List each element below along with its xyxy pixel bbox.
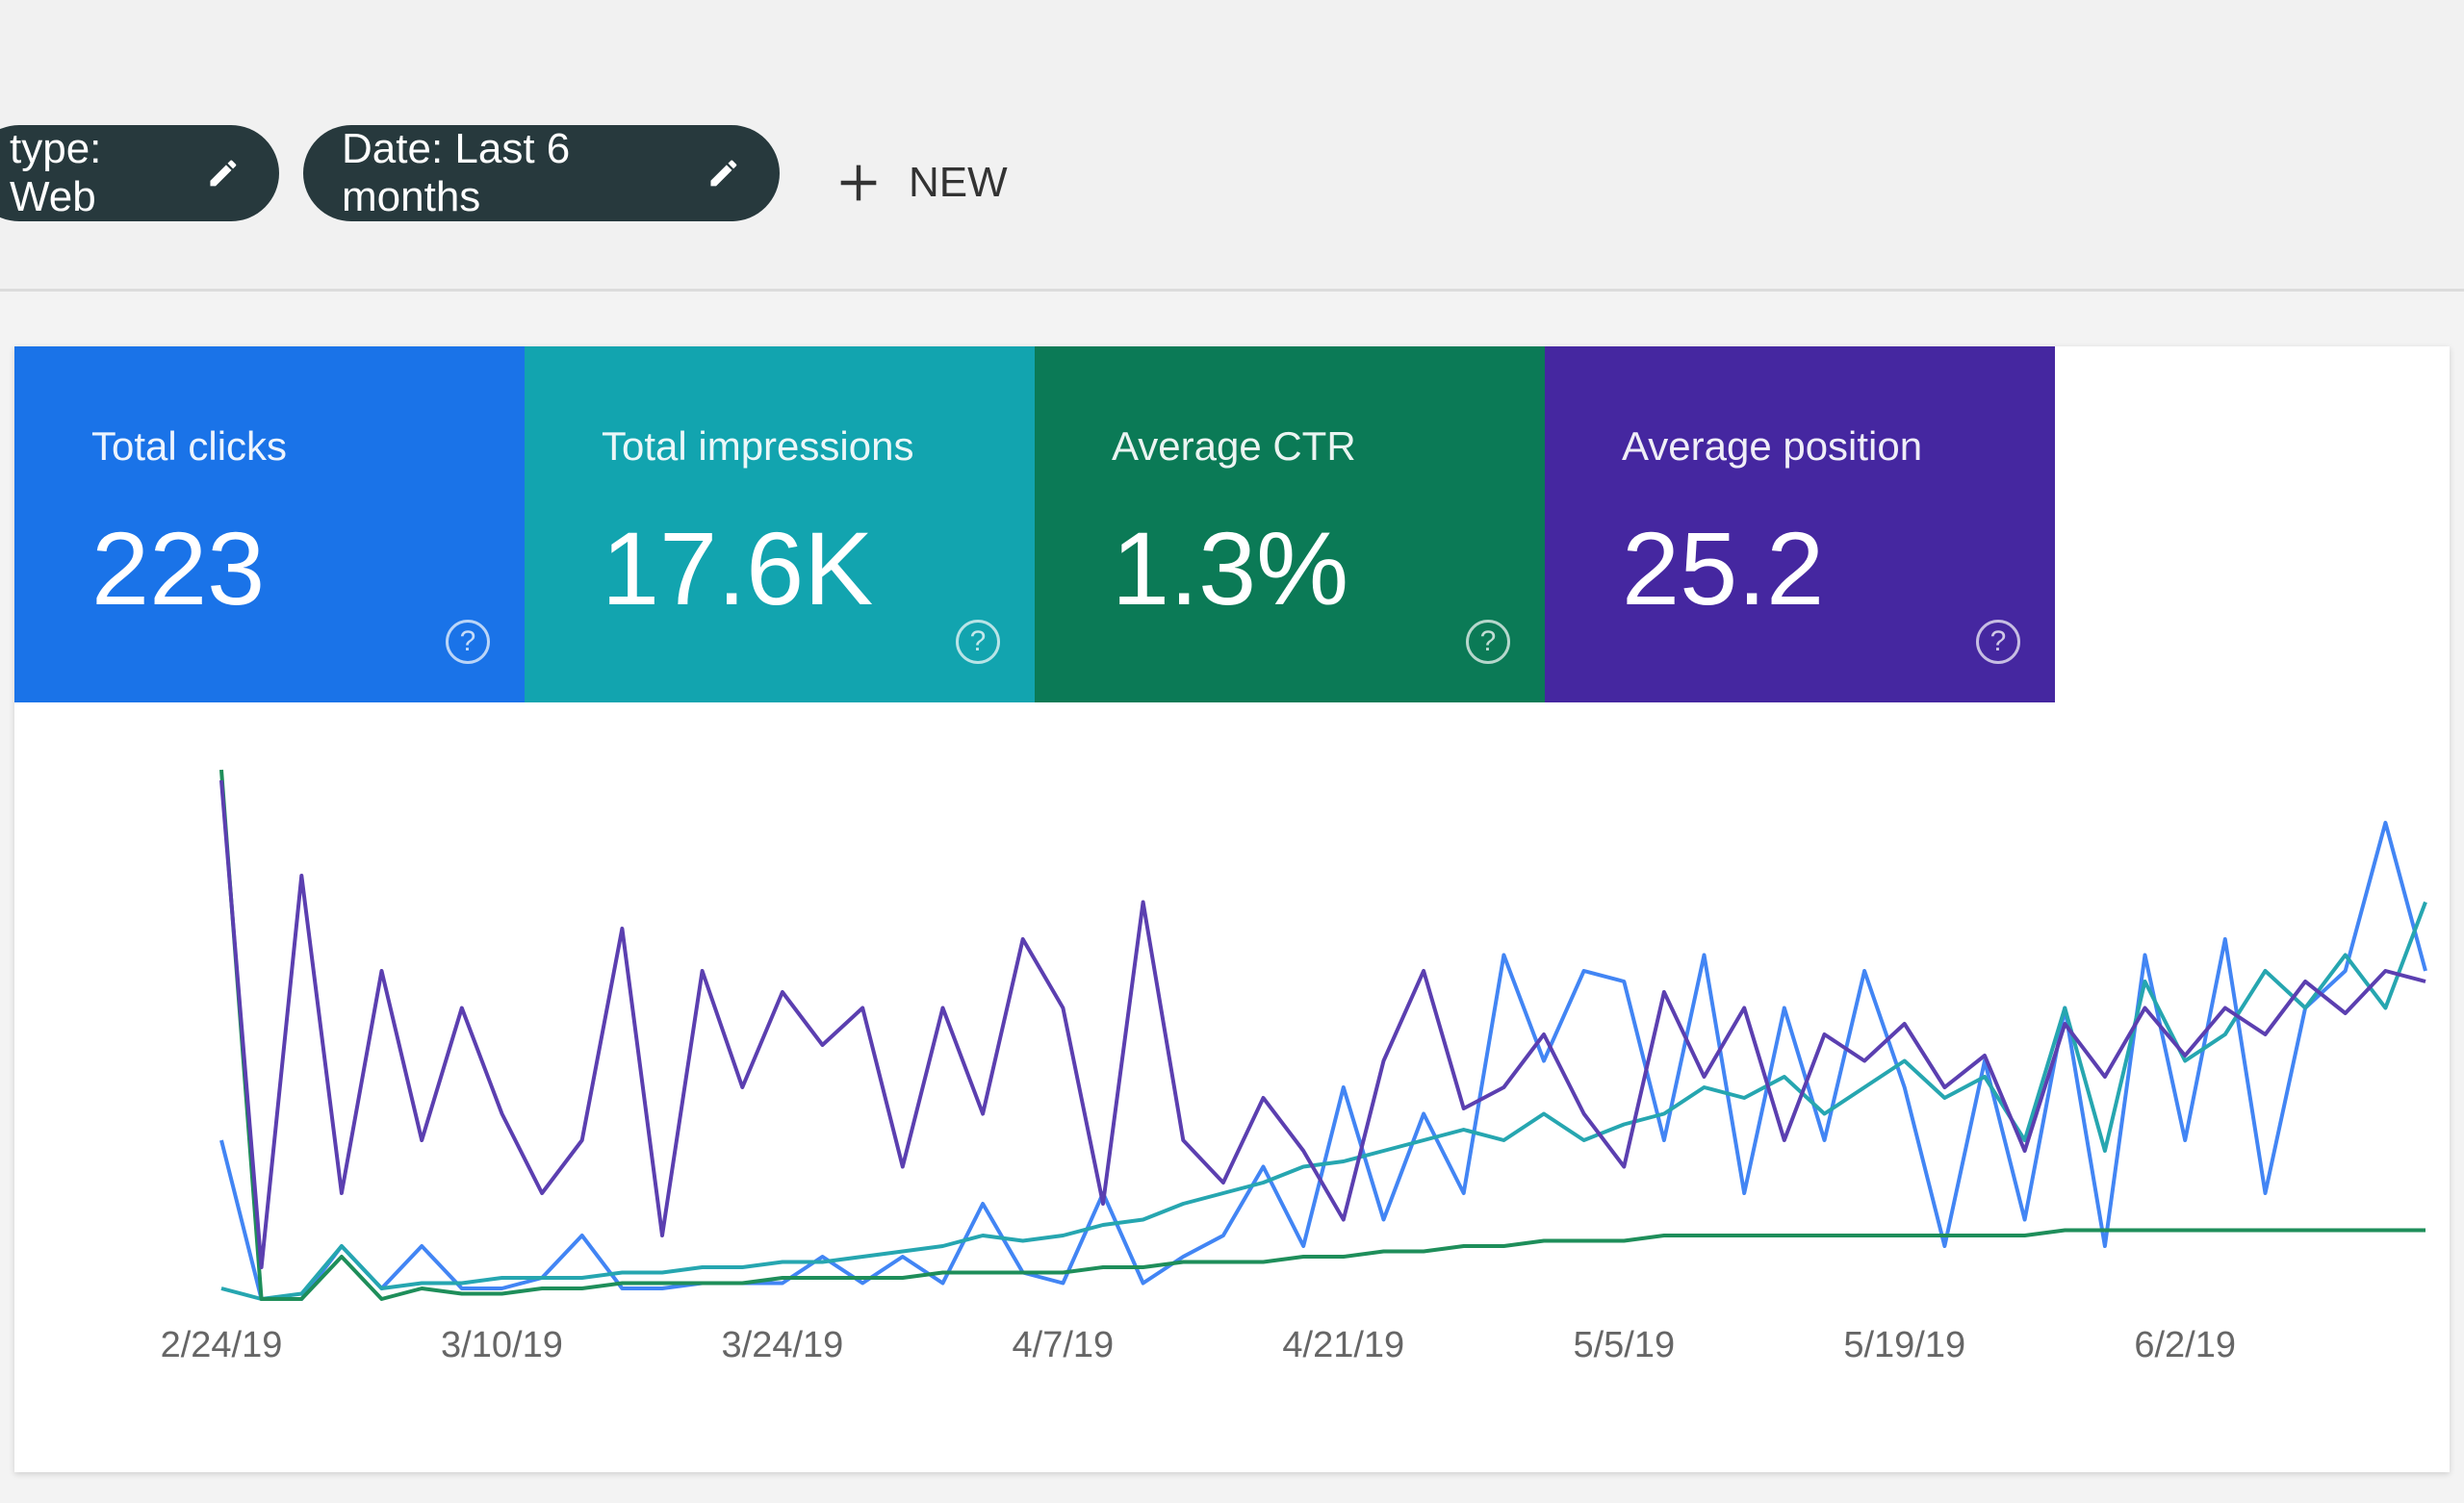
x-tick-label: 3/10/19 [441,1325,563,1365]
help-icon: ? [956,620,1000,664]
metric-card[interactable]: Average position 25.2? [1545,346,2055,702]
metric-card[interactable]: Total impressions 17.6K? [525,346,1035,702]
x-tick-label: 4/7/19 [1013,1325,1115,1365]
x-tick-label: 4/21/19 [1282,1325,1404,1365]
metric-cards: Total clicks 223? Total impressions 17.6K? A… [14,346,2055,702]
x-tick-label: 5/5/19 [1573,1325,1675,1365]
series-line [220,901,2427,1301]
metric-value: 17.6K [602,510,874,626]
new-filter-button[interactable]: NEW [837,144,1008,221]
series-line [219,769,2426,1301]
x-tick-label: 6/2/19 [2134,1325,2236,1365]
x-tick-label: 3/24/19 [722,1325,844,1365]
metric-label: Average CTR [1112,423,1356,469]
edit-icon [710,160,737,187]
chip-label: Date: Last 6 months [342,125,571,220]
chip-label: type: Web [10,125,102,220]
filter-bar: type: Web Date: Last 6 months NEW [0,0,2464,292]
performance-chart: 2/24/19 3/10/19 3/24/19 4/7/19 4/21/19 5/5/19… [161,769,2427,1365]
metric-card[interactable]: Average CTR 1.3%? [1035,346,1545,702]
series-line [219,779,2426,1269]
edit-icon [210,160,237,187]
metric-value: 1.3% [1112,510,1349,626]
metric-label: Total impressions [602,423,914,469]
help-icon: ? [1466,620,1510,664]
help-icon: ? [446,620,490,664]
help-icon: ? [1976,620,2020,664]
metric-value: 25.2 [1622,510,1825,626]
x-tick-label: 5/19/19 [1843,1325,1965,1365]
metric-card[interactable]: Total clicks 223? [14,346,525,702]
filter-chip[interactable]: Date: Last 6 months [303,125,780,221]
metric-value: 223 [91,510,266,626]
metric-label: Average position [1622,423,1923,469]
button-label: NEW [909,159,1008,206]
plus-icon [840,165,877,201]
metric-label: Total clicks [91,423,288,469]
filter-chip[interactable]: type: Web [0,125,279,221]
x-tick-label: 2/24/19 [161,1325,283,1365]
